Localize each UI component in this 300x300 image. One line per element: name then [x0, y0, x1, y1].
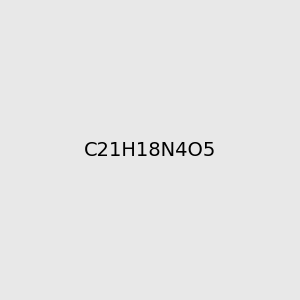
Text: C21H18N4O5: C21H18N4O5 — [84, 140, 216, 160]
